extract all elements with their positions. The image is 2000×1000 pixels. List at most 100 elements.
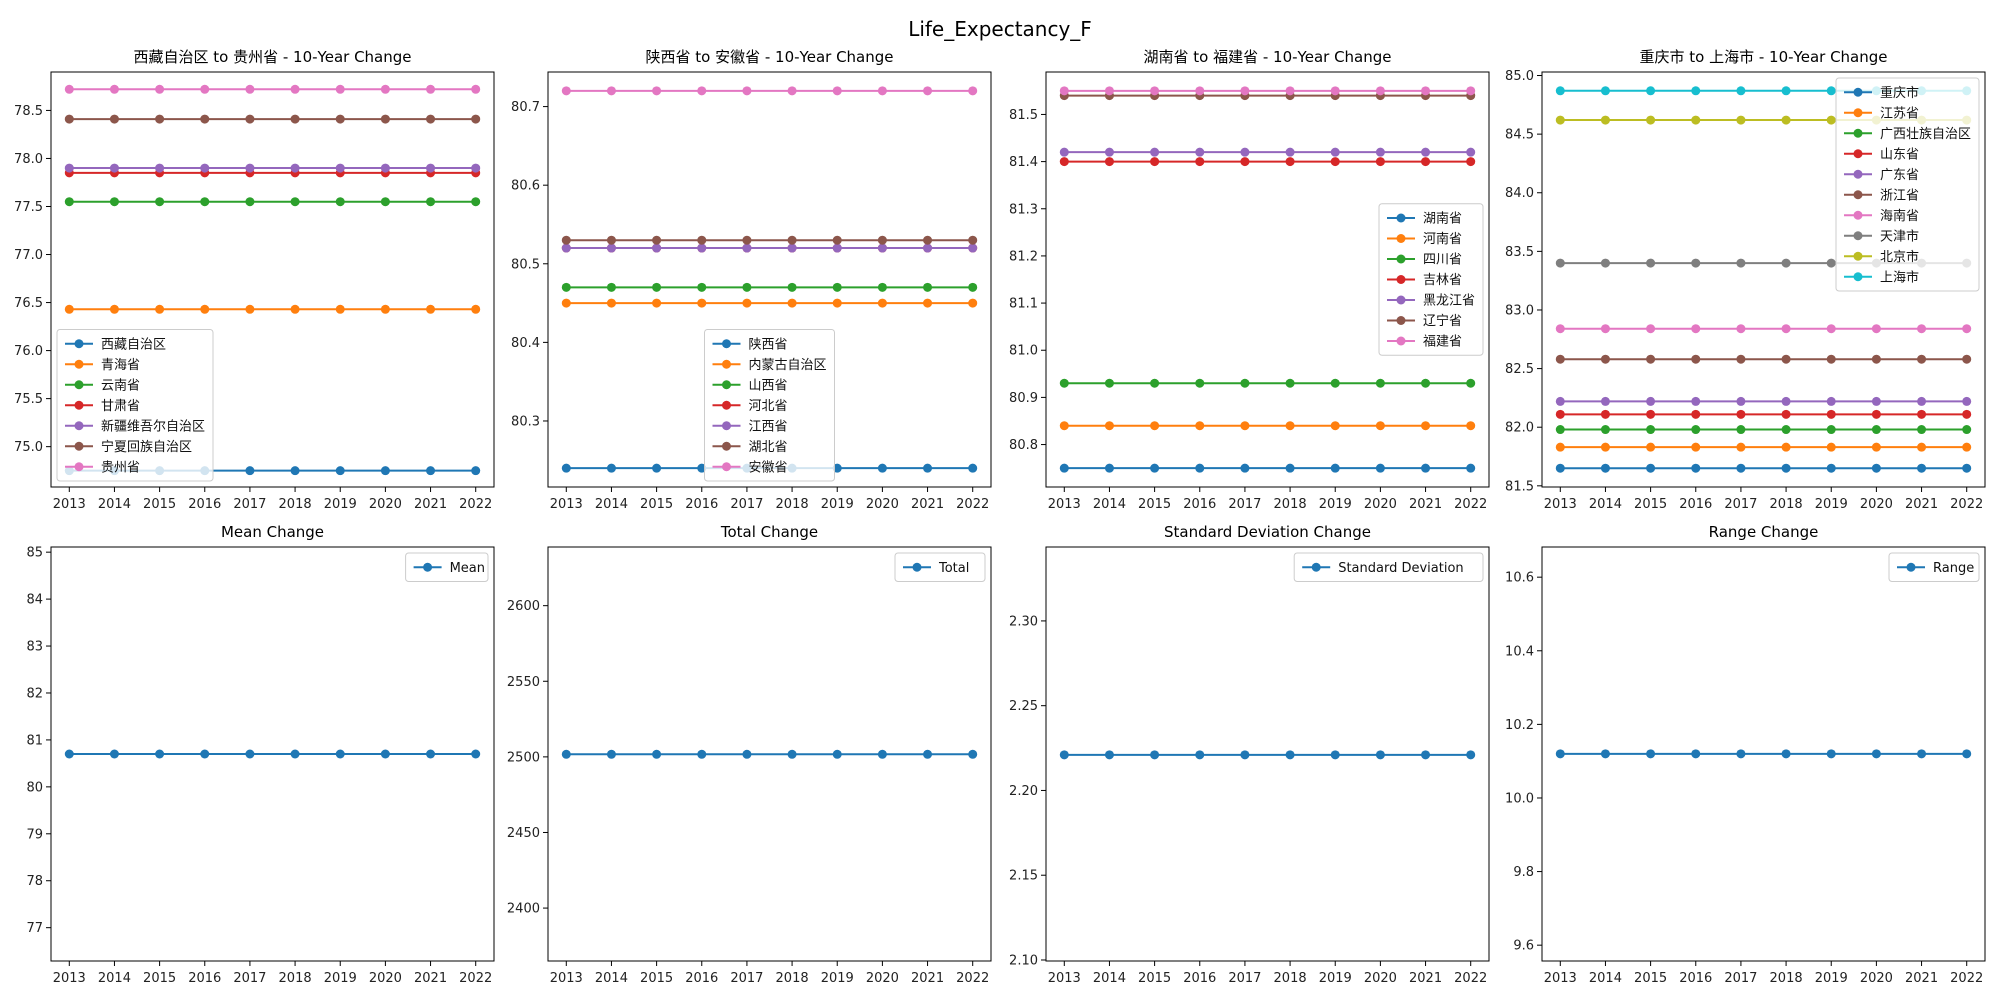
data-point <box>1285 750 1295 760</box>
data-point <box>1917 442 1927 452</box>
legend-label: 西藏自治区 <box>101 337 166 352</box>
data-point <box>1736 396 1746 406</box>
y-tick-label: 85.0 <box>1505 69 1534 84</box>
data-point <box>290 749 300 759</box>
axes-frame <box>50 71 495 488</box>
data-point <box>1150 463 1160 473</box>
data-point <box>1240 378 1250 388</box>
legend-marker <box>74 421 84 431</box>
data-point <box>606 282 616 292</box>
data-point <box>923 86 933 96</box>
x-tick-label: 2014 <box>1093 971 1126 986</box>
x-tick-label: 2020 <box>1364 971 1397 986</box>
legend-label: 天津市 <box>1880 228 1919 244</box>
data-point <box>877 243 887 253</box>
data-point <box>64 114 74 124</box>
data-point <box>380 466 390 476</box>
data-point <box>1826 442 1836 452</box>
axes-frame <box>547 71 992 488</box>
data-point <box>742 235 752 245</box>
y-tick-label: 2.10 <box>1009 953 1038 968</box>
legend-label: 辽宁省 <box>1423 313 1462 329</box>
data-point <box>832 298 842 308</box>
series-6 <box>561 235 978 245</box>
data-point <box>1962 324 1972 334</box>
legend-label: Total <box>938 561 969 576</box>
data-point <box>155 84 165 94</box>
legend-marker <box>1853 169 1863 179</box>
data-point <box>290 197 300 207</box>
legend-label: 浙江省 <box>1880 188 1919 203</box>
data-point <box>968 235 978 245</box>
data-point <box>697 235 707 245</box>
data-point <box>742 749 752 759</box>
x-tick-label: 2014 <box>98 497 131 512</box>
x-tick-label: 2021 <box>911 971 944 986</box>
y-tick-label: 2.30 <box>1009 614 1038 629</box>
x-tick-label: 2019 <box>821 497 854 512</box>
data-point <box>1736 749 1746 759</box>
data-point <box>1962 749 1972 759</box>
data-point <box>1375 86 1385 96</box>
legend-marker <box>722 380 731 390</box>
data-point <box>1962 442 1972 452</box>
series-6 <box>1555 354 1972 364</box>
x-tick-label: 2020 <box>1860 971 1893 986</box>
legend-marker <box>1396 295 1406 305</box>
data-point <box>877 298 887 308</box>
data-point <box>1826 324 1836 334</box>
legend-marker <box>722 441 731 451</box>
legend-label: Range <box>1933 561 1974 576</box>
y-tick-label: 81.5 <box>1009 108 1038 123</box>
legend-marker <box>74 400 84 410</box>
data-point <box>1781 749 1791 759</box>
data-point <box>1059 463 1069 473</box>
x-tick-label: 2013 <box>53 971 86 986</box>
y-tick-label: 81.1 <box>1009 297 1038 312</box>
x-tick-label: 2021 <box>911 497 944 512</box>
data-point <box>1150 421 1160 431</box>
data-point <box>109 114 119 124</box>
data-point <box>1285 147 1295 157</box>
data-point <box>652 243 662 253</box>
data-point <box>1691 354 1701 364</box>
data-point <box>1104 463 1114 473</box>
data-point <box>1646 324 1656 334</box>
y-tick-label: 75.5 <box>14 392 43 407</box>
legend: Total <box>894 552 986 582</box>
y-tick-label: 79 <box>26 827 43 842</box>
x-tick-label: 2021 <box>1905 971 1938 986</box>
x-tick-label: 2018 <box>1274 971 1307 986</box>
legend-box <box>56 329 214 482</box>
data-point <box>1736 425 1746 435</box>
data-point <box>245 84 255 94</box>
series-5 <box>1059 147 1476 157</box>
chart-title: Standard Deviation Change <box>1164 523 1371 541</box>
data-point <box>923 298 933 308</box>
data-point <box>1059 750 1069 760</box>
data-point <box>832 243 842 253</box>
x-tick-label: 2015 <box>640 497 673 512</box>
x-tick-label: 2016 <box>1183 497 1216 512</box>
data-point <box>1466 750 1476 760</box>
data-point <box>787 298 797 308</box>
legend-label: 海南省 <box>1880 208 1919 224</box>
data-point <box>1871 463 1881 473</box>
data-point <box>1466 463 1476 473</box>
data-point <box>1466 147 1476 157</box>
data-point <box>426 114 436 124</box>
x-tick-label: 2017 <box>1724 497 1757 512</box>
data-point <box>1330 421 1340 431</box>
legend: Standard Deviation <box>1293 552 1484 582</box>
data-point <box>155 114 165 124</box>
y-tick-label: 2.25 <box>1009 699 1038 714</box>
data-point <box>1150 750 1160 760</box>
data-point <box>1375 463 1385 473</box>
legend-label: 江苏省 <box>1880 105 1919 121</box>
data-point <box>471 466 481 476</box>
data-point <box>697 282 707 292</box>
data-point <box>1240 157 1250 167</box>
x-tick-label: 2021 <box>1905 497 1938 512</box>
y-tick-label: 2500 <box>507 750 540 765</box>
legend-marker <box>1853 128 1863 138</box>
